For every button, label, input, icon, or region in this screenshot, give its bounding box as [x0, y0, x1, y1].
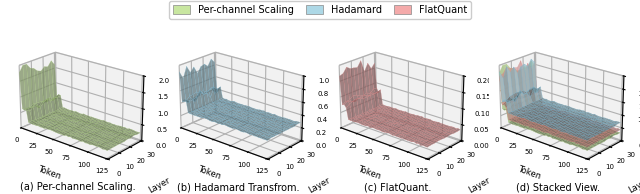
Y-axis label: Layer: Layer	[147, 176, 172, 194]
Text: (c) FlatQuant.: (c) FlatQuant.	[364, 182, 432, 192]
Y-axis label: Layer: Layer	[307, 176, 332, 194]
Text: (b) Hadamard Transfrom.: (b) Hadamard Transfrom.	[177, 182, 300, 192]
X-axis label: Token: Token	[36, 164, 62, 181]
Y-axis label: Layer: Layer	[627, 176, 640, 194]
X-axis label: Token: Token	[356, 164, 382, 181]
Text: (a) Per-channel Scaling.: (a) Per-channel Scaling.	[20, 182, 136, 192]
Text: (d) Stacked View.: (d) Stacked View.	[516, 182, 600, 192]
X-axis label: Token: Token	[516, 164, 542, 181]
X-axis label: Token: Token	[196, 164, 222, 181]
Y-axis label: Layer: Layer	[467, 176, 492, 194]
Legend: Per-channel Scaling, Hadamard, FlatQuant: Per-channel Scaling, Hadamard, FlatQuant	[169, 1, 471, 19]
